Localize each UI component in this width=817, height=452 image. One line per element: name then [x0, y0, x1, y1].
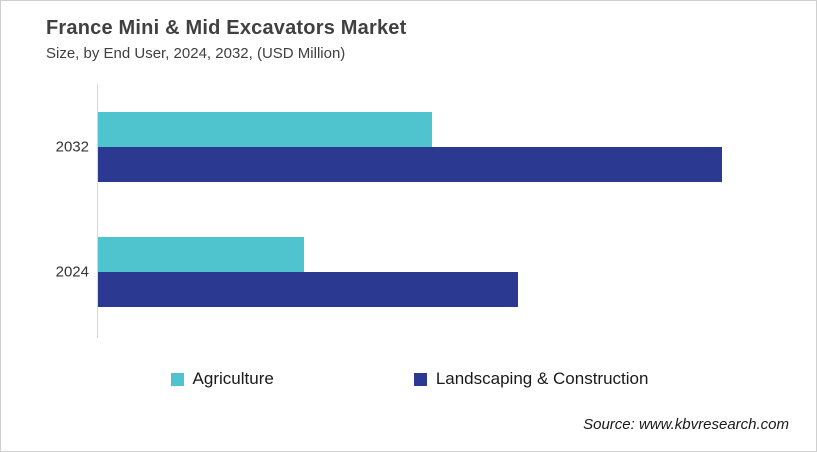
category-group-2032: 2032 — [56, 112, 797, 182]
plot-area: 2032 2024 — [56, 84, 797, 338]
category-tick-label-2032: 2032 — [55, 138, 89, 156]
chart-title: France Mini & Mid Excavators Market — [46, 17, 407, 39]
source-attribution: Source: www.kbvresearch.com — [583, 416, 789, 433]
legend: Agriculture Landscaping & Construction — [1, 369, 817, 389]
bar-landscaping-construction-2024 — [98, 272, 519, 307]
legend-item-agriculture: Agriculture — [170, 369, 274, 389]
legend-item-landscaping-construction: Landscaping & Construction — [413, 369, 649, 389]
legend-marker-icon-landscaping-construction — [413, 372, 427, 386]
chart-header: France Mini & Mid Excavators Market Size… — [46, 17, 406, 62]
bar-agriculture-2032 — [98, 112, 432, 147]
bar-agriculture-2024 — [98, 237, 304, 272]
category-group-2024: 2024 — [56, 237, 797, 307]
legend-label-landscaping-construction: Landscaping & Construction — [435, 369, 649, 388]
chart-subtitle: Size, by End User, 2024, 2032, (USD Mill… — [46, 45, 346, 62]
category-tick-label-2024: 2024 — [55, 263, 89, 281]
legend-label-agriculture: Agriculture — [192, 369, 274, 388]
bar-landscaping-construction-2032 — [98, 147, 723, 182]
legend-marker-icon-agriculture — [170, 372, 184, 386]
